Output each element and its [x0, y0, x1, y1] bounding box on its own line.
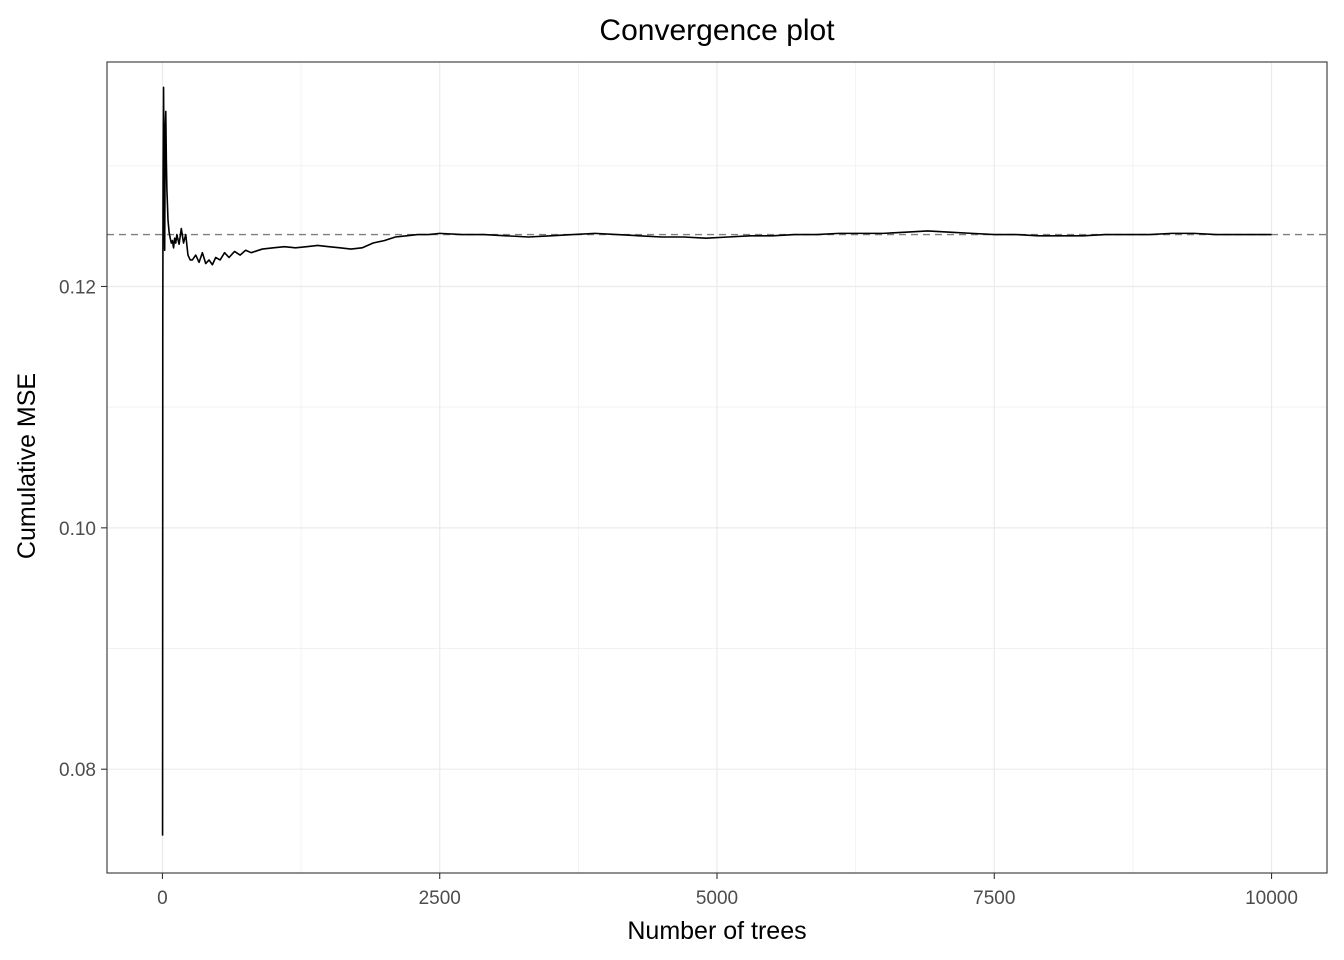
y-axis-title: Cumulative MSE: [13, 373, 41, 559]
x-axis: 0 2500 5000 7500 10000: [157, 873, 1298, 909]
x-tick-label: 2500: [419, 888, 461, 909]
x-tick-label: 10000: [1245, 888, 1298, 909]
y-axis: 0.08 0.10 0.12: [59, 277, 107, 781]
y-tick-label: 0.10: [59, 519, 96, 540]
series-line: [161, 86, 1272, 836]
x-tick-label: 7500: [973, 888, 1015, 909]
grid-lines: [107, 62, 1327, 873]
x-tick-label: 5000: [696, 888, 738, 909]
chart-title: Convergence plot: [599, 14, 835, 47]
y-tick-label: 0.08: [59, 760, 96, 781]
x-tick-label: 0: [157, 888, 168, 909]
y-tick-label: 0.12: [59, 277, 96, 298]
x-axis-title: Number of trees: [627, 917, 806, 945]
